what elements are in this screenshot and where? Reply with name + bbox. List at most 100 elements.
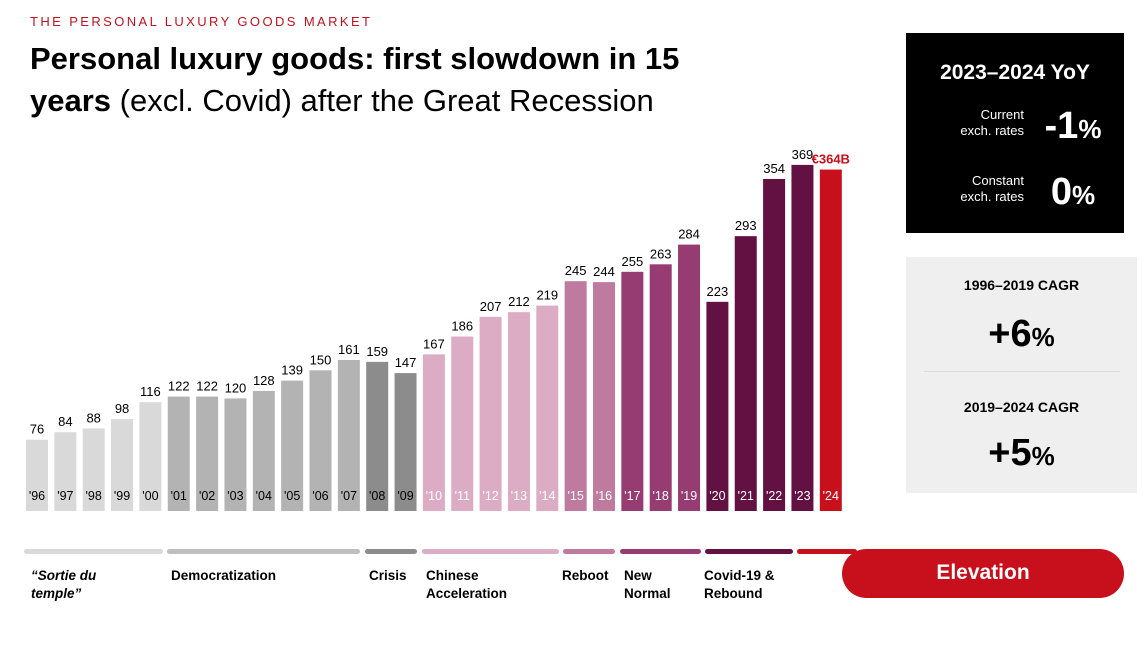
bar-14 bbox=[536, 305, 559, 511]
bar-08 bbox=[366, 361, 389, 511]
cagr-number-1996-2019: +6 bbox=[988, 313, 1032, 355]
bar-11 bbox=[451, 336, 474, 511]
bar-23 bbox=[791, 164, 814, 512]
tick-label-01: '01 bbox=[171, 489, 187, 503]
value-label-97: 84 bbox=[58, 414, 72, 429]
era-label-covid-line-2: Rebound bbox=[704, 586, 763, 601]
constant-rates-label: Constant exch. rates bbox=[924, 173, 1024, 205]
value-label-18: 263 bbox=[650, 246, 672, 261]
page-title: Personal luxury goods: first slowdown in… bbox=[30, 38, 790, 122]
current-rates-value: -1% bbox=[1028, 105, 1118, 148]
constant-rates-value: 0% bbox=[1028, 171, 1118, 214]
bar-15 bbox=[564, 281, 587, 511]
bar-20 bbox=[706, 301, 729, 511]
tick-label-21: '21 bbox=[738, 489, 754, 503]
value-label-00: 116 bbox=[140, 384, 161, 399]
value-label-17: 255 bbox=[621, 254, 643, 269]
value-label-20: 223 bbox=[707, 284, 729, 299]
constant-rates-percent-sign: % bbox=[1072, 180, 1096, 210]
tick-label-24: '24 bbox=[823, 489, 839, 503]
bar-22 bbox=[763, 178, 786, 511]
value-label-22: 354 bbox=[763, 161, 785, 176]
tick-label-17: '17 bbox=[624, 489, 640, 503]
era-label-new-normal-line-1: New bbox=[624, 568, 652, 583]
section-kicker: THE PERSONAL LUXURY GOODS MARKET bbox=[30, 14, 373, 29]
era-bar-sortie-du-temple bbox=[24, 549, 163, 554]
cagr-label-1996-2019: 1996–2019 CAGR bbox=[963, 277, 1080, 293]
tick-label-22: '22 bbox=[766, 489, 782, 503]
value-label-23: 369 bbox=[792, 147, 814, 162]
era-bar-covid-rebound bbox=[705, 549, 793, 554]
tick-label-12: '12 bbox=[482, 489, 498, 503]
current-rates-label-line-2: exch. rates bbox=[960, 123, 1024, 138]
tick-label-20: '20 bbox=[709, 489, 725, 503]
era-bar-crisis bbox=[365, 549, 417, 554]
constant-rates-number: 0 bbox=[1050, 171, 1072, 213]
value-label-01: 122 bbox=[168, 379, 190, 394]
elevation-badge: Elevation bbox=[842, 549, 1124, 598]
tick-label-23: '23 bbox=[794, 489, 810, 503]
market-bar-chart: 76 '96 84 '97 88 '98 98 '99 116 '00 122 '01 122 '02 12… bbox=[26, 147, 850, 512]
value-label-07: 161 bbox=[338, 342, 360, 357]
value-label-14: 219 bbox=[536, 288, 558, 303]
era-label-chinese-line-2: Acceleration bbox=[426, 586, 508, 601]
current-rates-label: Current exch. rates bbox=[924, 107, 1024, 139]
cagr-value-1996-2019: +6% bbox=[906, 313, 1137, 356]
era-bar-new-normal bbox=[620, 549, 701, 554]
value-label-16: 244 bbox=[593, 264, 615, 279]
current-rates-label-line-1: Current bbox=[980, 107, 1024, 122]
bar-19 bbox=[678, 244, 701, 511]
era-label-sortie-line-2: temple” bbox=[31, 586, 82, 601]
value-label-11: 186 bbox=[451, 319, 473, 334]
tick-label-16: '16 bbox=[596, 489, 612, 503]
bar-24 bbox=[819, 169, 842, 511]
bar-00 bbox=[139, 402, 162, 511]
bar-96 bbox=[26, 439, 48, 511]
tick-label-06: '06 bbox=[312, 489, 328, 503]
era-label-sortie-du-temple: “Sortie du temple” bbox=[31, 567, 96, 603]
bar-02 bbox=[196, 396, 219, 511]
value-label-02: 122 bbox=[196, 379, 218, 394]
bar-12 bbox=[479, 316, 502, 511]
tick-label-00: '00 bbox=[142, 489, 158, 503]
value-label-12: 207 bbox=[480, 299, 502, 314]
bar-97 bbox=[54, 432, 77, 511]
value-label-24: €364B bbox=[812, 152, 850, 167]
cagr-percent-sign-2: % bbox=[1031, 441, 1055, 471]
value-label-99: 98 bbox=[115, 401, 129, 416]
cagr-number-2019-2024: +5 bbox=[988, 432, 1032, 474]
bar-04 bbox=[252, 390, 275, 511]
era-label-crisis: Crisis bbox=[369, 568, 407, 583]
constant-rates-label-line-1: Constant bbox=[971, 173, 1024, 188]
current-rates-number: -1 bbox=[1044, 105, 1079, 147]
era-bar-chinese-acceleration bbox=[422, 549, 559, 554]
value-label-98: 88 bbox=[86, 410, 100, 425]
tick-label-14: '14 bbox=[539, 489, 555, 503]
bar-07 bbox=[337, 359, 360, 511]
era-label-sortie-line-1: “Sortie du bbox=[31, 568, 97, 583]
bar-06 bbox=[309, 370, 332, 511]
tick-label-11: '11 bbox=[455, 489, 470, 503]
title-bold-line-1: Personal luxury goods: first slowdown in… bbox=[30, 41, 680, 76]
cagr-divider bbox=[924, 371, 1120, 372]
era-label-new-normal: New Normal bbox=[624, 567, 671, 603]
tick-label-02: '02 bbox=[199, 489, 215, 503]
era-label-democratization: Democratization bbox=[171, 568, 277, 583]
tick-label-96: '96 bbox=[29, 489, 45, 503]
tick-label-18: '18 bbox=[653, 489, 669, 503]
bar-13 bbox=[507, 312, 530, 511]
constant-rates-label-line-2: exch. rates bbox=[960, 189, 1024, 204]
era-label-chinese-line-1: Chinese bbox=[426, 568, 479, 583]
yoy-panel: 2023–2024 YoY Current exch. rates -1% Co… bbox=[906, 33, 1124, 233]
tick-label-05: '05 bbox=[284, 489, 300, 503]
cagr-panel: 1996–2019 CAGR +6% 2019–2024 CAGR +5% bbox=[906, 257, 1137, 493]
bar-21 bbox=[734, 236, 757, 511]
value-label-09: 147 bbox=[395, 355, 417, 370]
tick-label-15: '15 bbox=[568, 489, 584, 503]
title-normal-text: (excl. Covid) after the Great Recession bbox=[111, 83, 654, 118]
cagr-percent-sign-1: % bbox=[1031, 322, 1055, 352]
value-label-08: 159 bbox=[366, 344, 388, 359]
value-label-03: 120 bbox=[225, 380, 247, 395]
tick-label-98: '98 bbox=[86, 489, 102, 503]
tick-label-10: '10 bbox=[426, 489, 442, 503]
